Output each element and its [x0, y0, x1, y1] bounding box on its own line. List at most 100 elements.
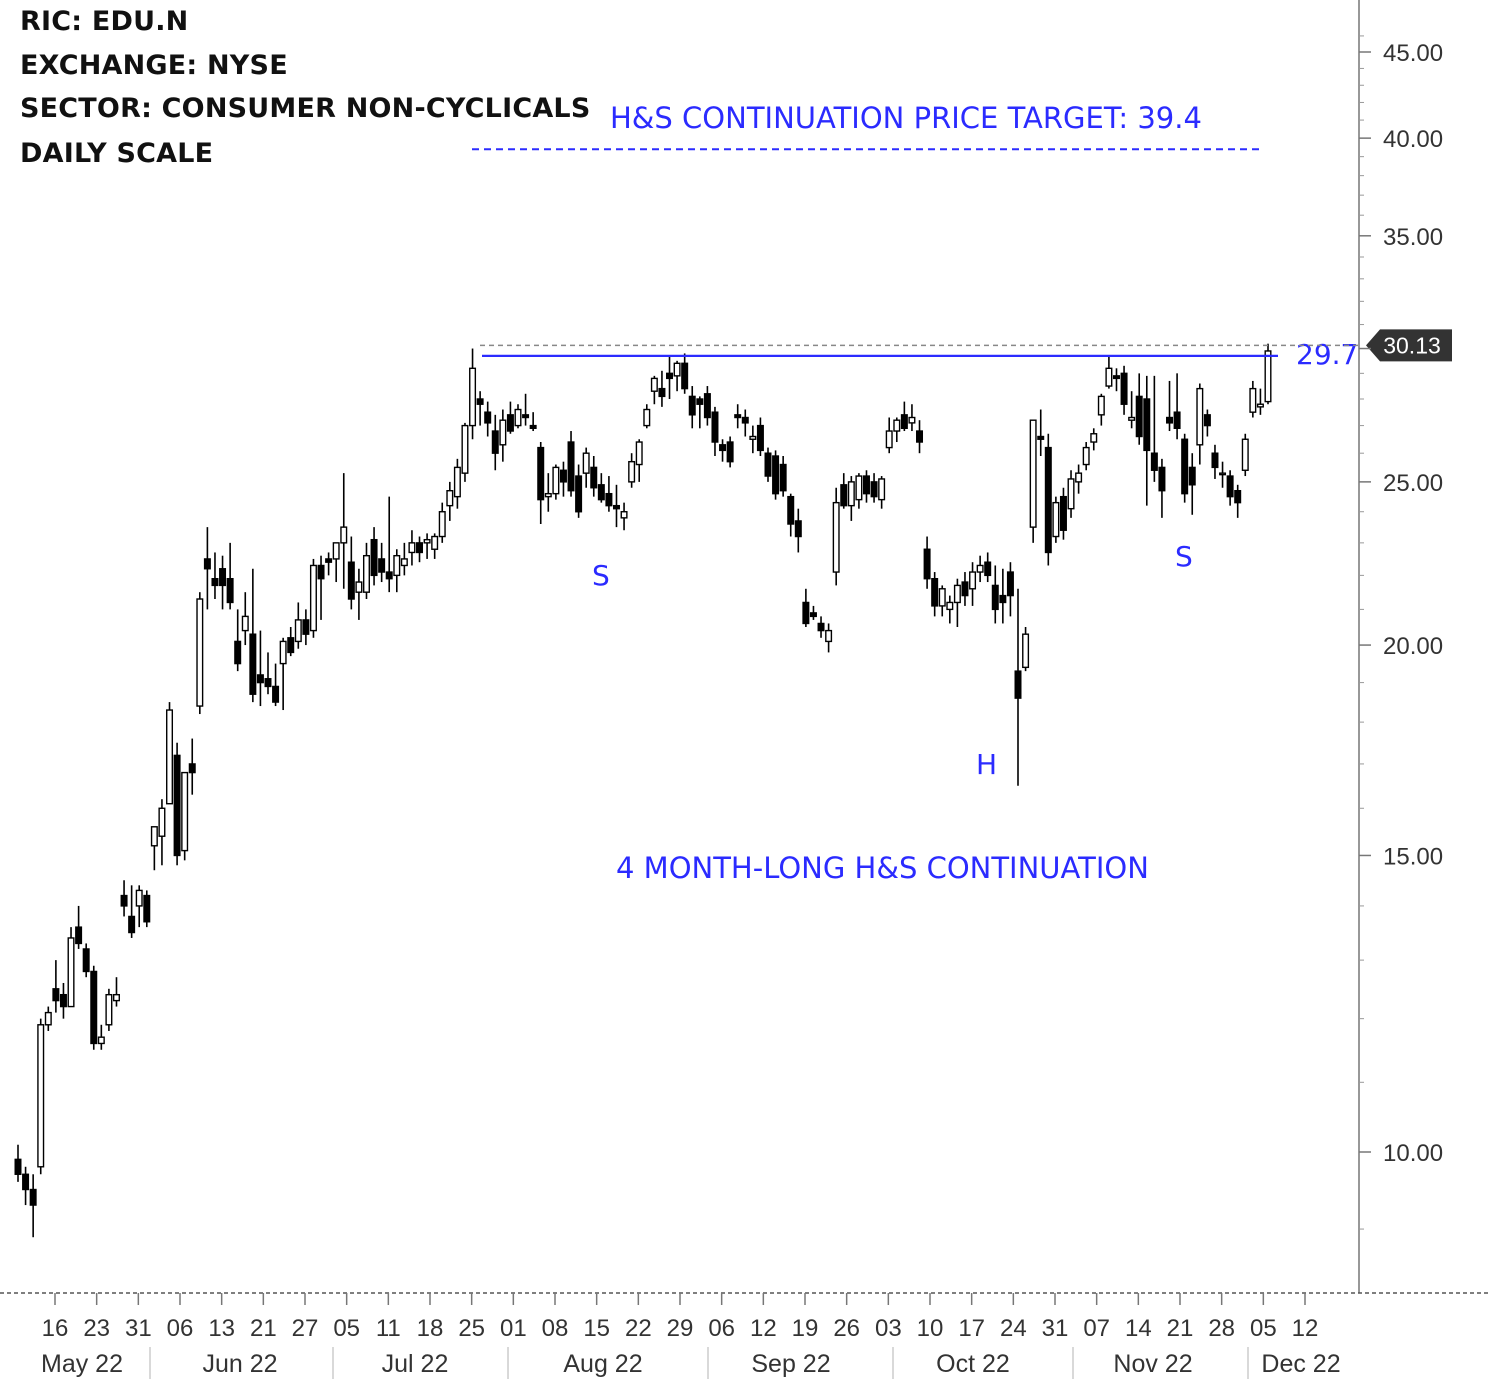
- candle-body-down: [1135, 395, 1143, 438]
- candle-body-up: [885, 430, 893, 449]
- candle: [635, 439, 643, 482]
- candle-body-down: [1203, 414, 1211, 427]
- candle-body-down: [75, 926, 83, 945]
- candle: [1158, 458, 1166, 518]
- candle-body-up: [393, 554, 401, 577]
- candle: [317, 555, 325, 620]
- candle-body-down: [256, 674, 264, 684]
- candle: [416, 536, 424, 563]
- candle-body-up: [355, 581, 363, 593]
- candle: [597, 473, 605, 503]
- candle: [1022, 627, 1030, 672]
- candle: [650, 375, 658, 405]
- right-shoulder-label: S: [1175, 540, 1193, 573]
- candle-body-up: [97, 1036, 105, 1045]
- candle-body-up: [832, 501, 840, 573]
- candle: [340, 473, 348, 589]
- x-tick-label: 23: [83, 1315, 110, 1342]
- candle-body-down: [317, 564, 325, 580]
- candle-body-up: [362, 554, 370, 593]
- candle: [362, 542, 370, 600]
- candle: [999, 568, 1007, 624]
- candle: [173, 742, 181, 866]
- candle-body-up: [469, 367, 477, 427]
- candle: [1203, 409, 1211, 437]
- price-target-label: H&S CONTINUATION PRICE TARGET: 39.4: [610, 101, 1202, 135]
- candle-body-up: [825, 629, 833, 643]
- candle-body-up: [847, 481, 855, 507]
- candle-body-up: [908, 416, 916, 424]
- candle: [802, 588, 810, 628]
- candle-body-up: [44, 1011, 52, 1026]
- candle: [658, 370, 666, 407]
- candle: [673, 360, 681, 392]
- candle-body-up: [181, 771, 189, 852]
- candle-body-up: [1219, 472, 1227, 476]
- candle: [1150, 375, 1158, 482]
- candle: [1082, 442, 1090, 471]
- candle: [181, 771, 189, 861]
- candle-body-up: [241, 615, 249, 632]
- candle-body-down: [1044, 446, 1052, 554]
- candle-body-up: [650, 377, 658, 392]
- candle-body-down: [817, 622, 825, 632]
- candle-body-down: [567, 441, 575, 492]
- candle-body-down: [999, 594, 1007, 604]
- x-month-label: Dec 22: [1261, 1350, 1340, 1378]
- candle: [1006, 562, 1014, 617]
- candle-body-down: [809, 612, 817, 618]
- candle: [817, 616, 825, 638]
- candle: [582, 447, 590, 488]
- candle: [370, 527, 378, 586]
- candle: [393, 549, 401, 593]
- candle: [1037, 409, 1045, 457]
- candle-body-down: [173, 754, 181, 857]
- candle: [294, 602, 302, 649]
- x-tick-label: 12: [750, 1315, 777, 1342]
- candle-body-up: [1249, 387, 1257, 413]
- neckline-value-label: 29.7: [1296, 338, 1358, 371]
- candle-body-down: [506, 414, 514, 432]
- candle: [1241, 433, 1249, 477]
- x-month-label: Oct 22: [936, 1350, 1010, 1378]
- candle: [885, 417, 893, 454]
- candle-body-down: [1112, 375, 1120, 380]
- candle: [128, 885, 136, 938]
- candle: [1143, 375, 1151, 506]
- x-tick-label: 21: [1167, 1315, 1194, 1342]
- candle: [249, 568, 257, 703]
- candle-body-down: [1226, 475, 1234, 498]
- x-month-label: Aug 22: [563, 1350, 642, 1378]
- candle: [226, 542, 234, 610]
- candle: [120, 880, 128, 917]
- y-tick-label: 20.00: [1383, 633, 1443, 660]
- x-tick-label: 24: [1000, 1315, 1027, 1342]
- candle: [544, 473, 552, 512]
- candle: [408, 530, 416, 566]
- candle-series: [14, 343, 1272, 1238]
- candle: [1181, 433, 1189, 503]
- candle-body-down: [484, 411, 492, 424]
- candle-body-up: [582, 452, 590, 474]
- candle-body-down: [1120, 372, 1128, 405]
- candle-body-down: [1143, 398, 1151, 452]
- candle: [931, 572, 939, 617]
- candle-body-up: [105, 993, 113, 1026]
- candle: [1105, 355, 1113, 389]
- candle: [499, 409, 507, 462]
- candle: [961, 572, 969, 606]
- candle: [1059, 487, 1067, 540]
- candle: [643, 404, 651, 429]
- candle-body-up: [112, 993, 120, 1002]
- candle: [938, 585, 946, 617]
- candle-body-down: [29, 1188, 37, 1206]
- scale-label: DAILY SCALE: [20, 138, 214, 169]
- candle: [969, 562, 977, 606]
- x-month-label: Jul 22: [382, 1350, 449, 1378]
- candle: [764, 447, 772, 482]
- candle-body-down: [1181, 438, 1189, 495]
- candle: [461, 422, 469, 482]
- candle: [476, 391, 484, 426]
- candle: [67, 927, 75, 1008]
- candle-body-down: [605, 492, 613, 507]
